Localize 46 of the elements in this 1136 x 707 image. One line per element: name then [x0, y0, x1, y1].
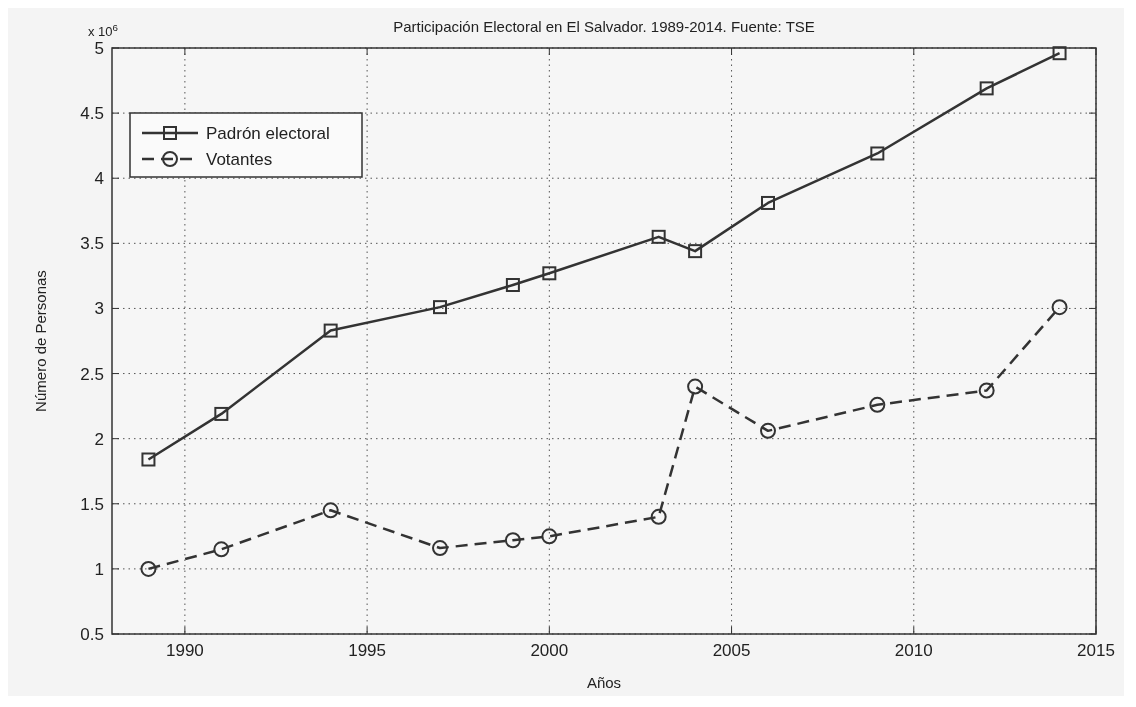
point	[870, 146, 885, 161]
point	[650, 508, 667, 525]
point	[1052, 46, 1067, 61]
point	[504, 532, 521, 549]
point	[978, 382, 995, 399]
x-axis-title: Años	[586, 674, 622, 691]
point	[869, 396, 886, 413]
y-tick-label: 3.5	[80, 234, 104, 254]
y-tick-label: 2.5	[80, 364, 104, 384]
point	[140, 560, 157, 577]
y-tick-label: 3	[94, 299, 104, 319]
point	[432, 540, 448, 557]
y-tick-label: 2	[94, 429, 104, 449]
point	[760, 422, 776, 439]
chart-title: Participación Electoral en El Salvador. 1989-2014. Fuente: TSE	[393, 18, 815, 35]
text: x 10$^{6}$	[88, 21, 119, 39]
point	[213, 541, 230, 558]
x-tick-label: 2015	[1077, 641, 1115, 660]
point	[687, 378, 704, 395]
point	[542, 266, 557, 281]
point	[322, 502, 339, 519]
point	[433, 300, 447, 315]
point	[323, 323, 338, 338]
point	[761, 195, 775, 210]
point	[505, 278, 520, 292]
point	[979, 81, 994, 96]
y-tick-label: 5	[94, 38, 104, 58]
x-tick-label: 1995	[348, 641, 387, 660]
x-tick-label: 2010	[894, 641, 933, 660]
point	[214, 406, 229, 421]
y-tick-label: 0.5	[80, 624, 104, 644]
x-tick-label: 2005	[712, 641, 751, 660]
legend-label: Votantes	[206, 149, 273, 169]
y-tick-label: 1	[94, 559, 104, 579]
point	[1051, 299, 1068, 316]
y-axis-title: Número de Personas	[32, 270, 49, 412]
y-tick-label: 4.5	[80, 104, 104, 124]
point	[651, 229, 666, 244]
y-tick-label: 4	[94, 169, 104, 189]
x-tick-label: 1990	[165, 641, 204, 660]
y-tick-label: 1.5	[80, 494, 104, 514]
point	[688, 244, 703, 259]
point	[141, 452, 156, 467]
point	[541, 528, 558, 545]
x-tick-label: 2000	[530, 641, 569, 660]
legend-label: Padrón electoral	[206, 123, 330, 143]
